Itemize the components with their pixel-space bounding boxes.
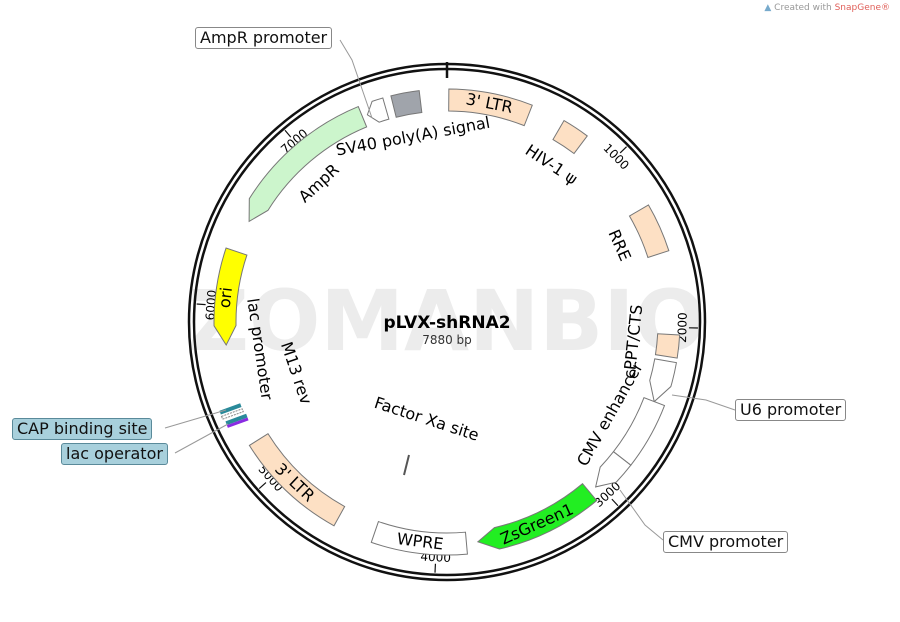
feature-label: RRE xyxy=(604,227,635,264)
inner-label-factor-xa-site: Factor Xa site xyxy=(372,393,481,445)
cap-mark-2 xyxy=(225,413,248,426)
feature-ampr-promoter-12[interactable] xyxy=(366,97,390,123)
plasmid-length: 7880 bp xyxy=(422,333,472,347)
cmv-promoter-callout[interactable]: CMV promoter xyxy=(663,531,789,553)
tick-mark xyxy=(619,146,628,154)
cap-binding-site-mark xyxy=(219,403,242,415)
cap-binding-site-callout[interactable]: CAP binding site xyxy=(12,418,153,440)
feature-hiv-1-1[interactable] xyxy=(552,119,588,155)
feature-3-ltr-9[interactable] xyxy=(248,433,346,527)
lac-operator-callout[interactable]: lac operator xyxy=(61,443,168,465)
feature-zsgreen1-7[interactable] xyxy=(476,482,598,550)
feature-label: ori xyxy=(215,286,236,309)
feature-rre-2[interactable] xyxy=(628,204,670,259)
ampr-promoter-callout[interactable]: AmpR promoter xyxy=(195,27,333,49)
tick-mark xyxy=(284,129,292,138)
snapgene-logo-icon: ▲ xyxy=(764,3,772,13)
feature-wpre-8[interactable] xyxy=(370,520,468,556)
feature-cppt-cts-3[interactable] xyxy=(654,333,681,359)
lac-operator-mark xyxy=(226,417,249,428)
lac-operator-cap-marks xyxy=(219,403,249,428)
feature-ampr-11[interactable] xyxy=(248,105,368,223)
plasmid-name: pLVX-shRNA2 xyxy=(383,313,510,333)
feature-sv40-poly-a-signal-13[interactable] xyxy=(390,90,423,118)
tick-mark xyxy=(258,482,267,490)
feature-u6-promoter-4[interactable] xyxy=(649,358,678,403)
u6-promoter-callout[interactable]: U6 promoter xyxy=(735,399,847,421)
callout-lines xyxy=(164,39,736,541)
watermark: ZOMANBIO xyxy=(188,272,706,370)
tick-mark xyxy=(196,303,206,306)
feature-cmv-promoter-6[interactable] xyxy=(594,450,632,488)
factor-xa-site-mark xyxy=(403,454,410,476)
feature-ori-10[interactable] xyxy=(213,247,248,346)
feature-3-ltr-0[interactable] xyxy=(448,88,533,127)
snapgene-credit: ▲ Created with SnapGene® xyxy=(764,3,890,13)
tick-mark xyxy=(611,498,619,507)
